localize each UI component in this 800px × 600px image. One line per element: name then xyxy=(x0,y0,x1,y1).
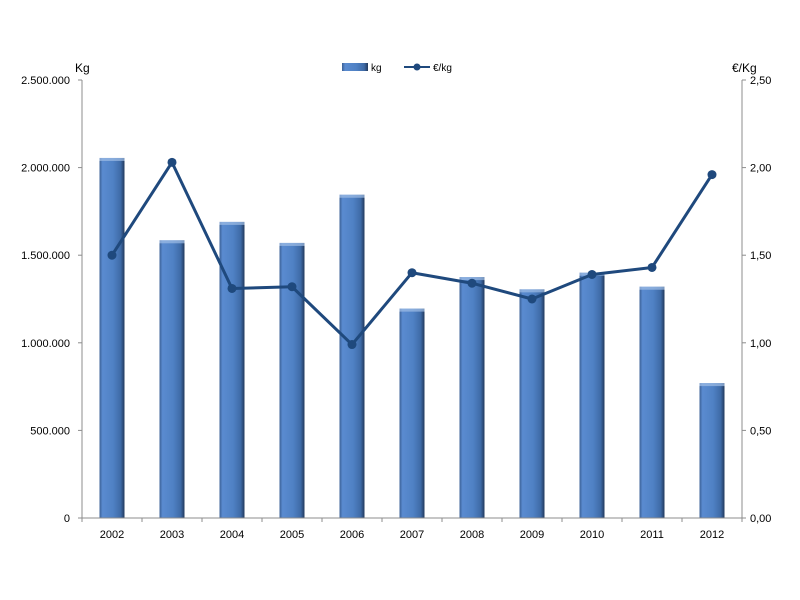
line-point-2003 xyxy=(167,157,177,167)
y-left-tick-label: 1.000.000 xyxy=(21,338,70,350)
bar xyxy=(699,383,725,518)
x-tick-label: 2002 xyxy=(100,529,124,541)
bar-2004 xyxy=(219,221,245,519)
x-tick-label: 2010 xyxy=(580,529,604,541)
bar-highlight xyxy=(99,157,125,161)
bar-2010 xyxy=(579,272,605,518)
bar-highlight xyxy=(399,308,425,312)
line-layer xyxy=(107,157,717,350)
bar-highlight xyxy=(339,194,365,198)
x-tick-label: 2006 xyxy=(340,529,364,541)
legend-label-kg: kg xyxy=(371,63,382,74)
bar xyxy=(399,308,425,518)
bar-highlight xyxy=(519,289,545,293)
bar xyxy=(639,286,665,518)
bar xyxy=(99,157,125,519)
x-tick-label: 2008 xyxy=(460,529,484,541)
y-left-tick-label: 0 xyxy=(64,513,70,525)
line-point-2009 xyxy=(527,294,537,304)
labels-layer: 0 500.000 1.000.000 1.500.000 2.000.000 2.500… xyxy=(21,75,771,541)
bar-highlight xyxy=(219,221,245,225)
line-point-2010 xyxy=(587,269,597,279)
bar xyxy=(579,272,605,518)
y-axis-left-title: Kg xyxy=(75,61,90,75)
line-point-2012 xyxy=(707,170,717,180)
bar-2002 xyxy=(99,157,125,519)
x-tick-label: 2007 xyxy=(400,529,424,541)
bar-2009 xyxy=(519,289,545,518)
bar-2011 xyxy=(639,286,665,518)
y-right-tick-label: 1,50 xyxy=(750,250,771,262)
x-tick-label: 2005 xyxy=(280,529,304,541)
bar-highlight xyxy=(459,277,485,281)
line-point-2011 xyxy=(647,262,657,272)
y-left-tick-label: 500.000 xyxy=(30,425,70,437)
line-point-2005 xyxy=(287,282,297,292)
axes-layer xyxy=(78,79,746,522)
bar-highlight xyxy=(279,242,305,246)
line-point-2004 xyxy=(227,283,237,293)
bar xyxy=(159,240,185,519)
bar-highlight xyxy=(639,286,665,290)
bar-2006 xyxy=(339,194,365,519)
bars-layer xyxy=(99,157,725,519)
line-point-2002 xyxy=(107,250,117,260)
bar xyxy=(339,194,365,519)
bar-highlight xyxy=(159,240,185,244)
bar-2012 xyxy=(699,383,725,518)
y-axis-right-title: €/Kg xyxy=(732,61,757,75)
legend-line-marker xyxy=(413,63,421,71)
x-tick-label: 2004 xyxy=(220,529,244,541)
x-tick-label: 2003 xyxy=(160,529,184,541)
bar xyxy=(519,289,545,518)
bar xyxy=(459,277,485,518)
line-point-2008 xyxy=(467,278,477,288)
y-left-tick-label: 1.500.000 xyxy=(21,250,70,262)
bar-2007 xyxy=(399,308,425,518)
bar xyxy=(219,221,245,519)
y-right-tick-label: 1,00 xyxy=(750,338,771,350)
legend: kg €/kg xyxy=(342,63,452,74)
line-point-2006 xyxy=(347,340,357,350)
bar-2008 xyxy=(459,277,485,518)
legend-label-eur-per-kg: €/kg xyxy=(433,63,452,74)
bar-2003 xyxy=(159,240,185,519)
y-right-tick-label: 2,50 xyxy=(750,75,771,87)
y-right-tick-label: 2,00 xyxy=(750,163,771,175)
x-tick-label: 2012 xyxy=(700,529,724,541)
y-left-tick-label: 2.500.000 xyxy=(21,75,70,87)
x-tick-label: 2011 xyxy=(640,529,664,541)
legend-bar-swatch xyxy=(342,63,368,71)
y-right-tick-label: 0,50 xyxy=(750,425,771,437)
x-tick-label: 2009 xyxy=(520,529,544,541)
bar-highlight xyxy=(699,383,725,387)
y-left-tick-label: 2.000.000 xyxy=(21,163,70,175)
y-right-tick-label: 0,00 xyxy=(750,513,771,525)
line-point-2007 xyxy=(407,268,417,278)
